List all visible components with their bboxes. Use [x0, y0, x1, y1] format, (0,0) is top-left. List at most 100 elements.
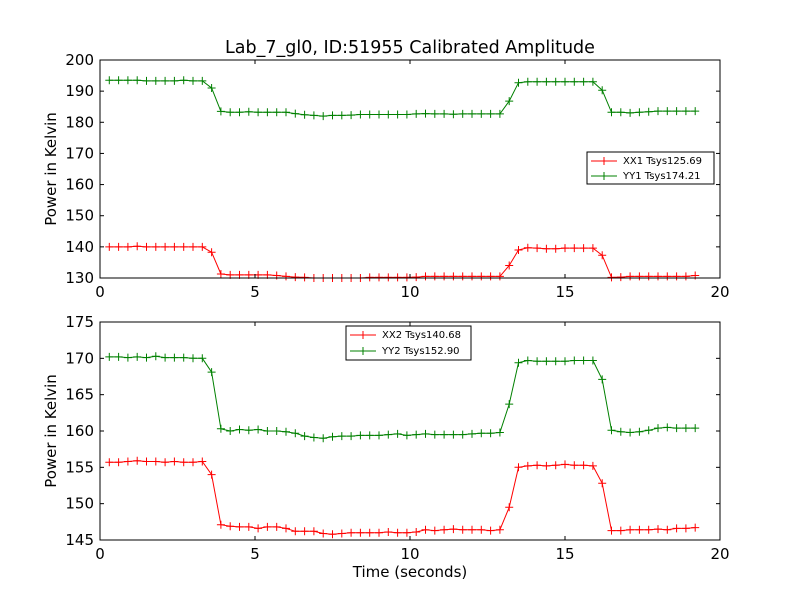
- bottom-series-1-point: [226, 427, 235, 435]
- bottom-series-1-point: [375, 431, 383, 440]
- bottom-series-0-point: [347, 528, 356, 537]
- bottom-series-1-point: [263, 427, 272, 435]
- bottom-series-1-point: [681, 424, 690, 433]
- top-series-0-point: [514, 246, 523, 254]
- top-series-1-point: [309, 111, 318, 120]
- bottom-y-tick-label: 150: [65, 495, 94, 513]
- legend-label-yy2: YY2 Tsys152.90: [381, 346, 460, 357]
- bottom-series-1-point: [691, 424, 700, 433]
- bottom-series-0-point: [133, 456, 142, 465]
- bottom-series-1-point: [570, 356, 579, 365]
- top-series-1-point: [151, 76, 160, 85]
- bottom-series-0-point: [319, 529, 328, 538]
- top-series-0-point: [384, 273, 393, 282]
- bottom-x-tick-label: 15: [555, 545, 574, 563]
- bottom-series-0-point: [579, 461, 588, 470]
- bottom-y-tick-label: 170: [65, 349, 94, 367]
- bottom-series-1-point: [235, 425, 244, 434]
- top-series-1-point: [681, 107, 690, 116]
- top-series-1-point: [142, 76, 151, 85]
- bottom-series-0-point: [533, 461, 542, 470]
- bottom-series-1-point: [133, 352, 142, 361]
- top-series-1-point: [458, 109, 467, 118]
- bottom-series-1-point: [579, 356, 588, 365]
- top-series-0-point: [282, 272, 290, 281]
- bottom-series-1-point: [440, 430, 449, 439]
- top-series-1-point: [430, 109, 439, 118]
- bottom-series-1-point: [505, 400, 514, 409]
- bottom-y-tick-label: 145: [65, 531, 94, 549]
- top-series-1-point: [105, 76, 114, 85]
- top-series-0-point: [458, 272, 467, 281]
- bottom-series-1-point: [123, 353, 132, 362]
- bottom-series-0-point: [272, 522, 281, 531]
- top-series-1-point: [207, 84, 216, 92]
- bottom-series-0-point: [523, 461, 532, 470]
- top-series-0-point: [561, 244, 569, 253]
- bottom-series-0-point: [495, 525, 504, 534]
- bottom-series-0-point: [458, 525, 467, 534]
- bottom-series-0-point: [337, 529, 346, 538]
- bottom-series-0-point: [216, 520, 225, 529]
- bottom-series-0-point: [402, 528, 411, 537]
- bottom-series-0-point: [561, 460, 569, 469]
- top-series-1-point: [272, 108, 281, 117]
- chart-title: Lab_7_gl0, ID:51955 Calibrated Amplitude: [225, 38, 595, 58]
- legend-marker-xx2: [359, 331, 367, 339]
- top-series-0-point: [421, 272, 430, 281]
- top-series-0-point: [440, 272, 449, 281]
- bottom-series-0-point: [282, 524, 290, 533]
- bottom-series-0-point: [151, 457, 160, 466]
- top-series-0-point: [449, 272, 458, 281]
- top-series-1-point: [356, 110, 365, 119]
- bottom-y-tick-label: 175: [65, 313, 94, 331]
- top-series-1-point: [216, 107, 225, 116]
- top-series-1-point: [365, 110, 374, 119]
- top-series-1-point: [402, 110, 411, 119]
- bottom-series-0-point: [598, 479, 607, 488]
- bottom-y-tick-label: 155: [65, 458, 94, 476]
- top-series-1-point: [226, 108, 235, 117]
- top-series-1-point: [291, 109, 300, 118]
- bottom-series-1-point: [421, 429, 430, 438]
- bottom-series-1-point: [244, 426, 253, 435]
- top-series-0-point: [161, 242, 170, 251]
- bottom-series-0-point: [588, 461, 597, 470]
- top-series-0-point: [430, 272, 439, 281]
- top-series-1-point: [588, 77, 597, 86]
- bottom-x-tick-label: 10: [400, 545, 419, 563]
- bottom-y-tick-label: 160: [65, 422, 94, 440]
- top-y-tick-label: 200: [65, 51, 94, 69]
- bottom-series-1-point: [356, 431, 365, 440]
- bottom-series-0-point: [654, 525, 662, 534]
- top-series-1-point: [551, 77, 560, 86]
- bottom-series-line-1: [109, 355, 696, 439]
- top-series-0-point: [300, 273, 309, 282]
- top-series-0-point: [468, 272, 476, 281]
- bottom-legend: XX2 Tsys140.68 YY2 Tsys152.90: [345, 325, 472, 361]
- bottom-series-1-point: [216, 424, 225, 433]
- bottom-series-1-point: [384, 430, 393, 439]
- bottom-series-1-point: [477, 429, 486, 438]
- bottom-series-0-point: [123, 457, 132, 466]
- top-series-1-point: [375, 110, 383, 119]
- bottom-series-0-point: [309, 527, 318, 536]
- top-series-0-point: [681, 272, 690, 281]
- bottom-series-1-point: [114, 352, 123, 361]
- bottom-series-1-point: [170, 353, 179, 362]
- bottom-series-1-point: [607, 426, 616, 435]
- bottom-series-0-point: [142, 457, 151, 466]
- top-series-1-point: [626, 108, 635, 117]
- top-x-tick-label: 15: [555, 283, 574, 301]
- bottom-series-0-point: [440, 525, 449, 534]
- top-y-tick-label: 170: [65, 144, 94, 162]
- bottom-series-0-point: [235, 522, 244, 531]
- top-series-0-point: [291, 273, 300, 282]
- bottom-series-0-point: [449, 525, 458, 534]
- top-series-1-point: [468, 109, 476, 118]
- bottom-series-1-point: [495, 428, 504, 437]
- top-series-0-point: [198, 242, 207, 251]
- bottom-x-axis-label: Time (seconds): [352, 563, 468, 581]
- legend-label-xx1: XX1 Tsys125.69: [623, 156, 702, 167]
- top-series-0-point: [644, 272, 653, 281]
